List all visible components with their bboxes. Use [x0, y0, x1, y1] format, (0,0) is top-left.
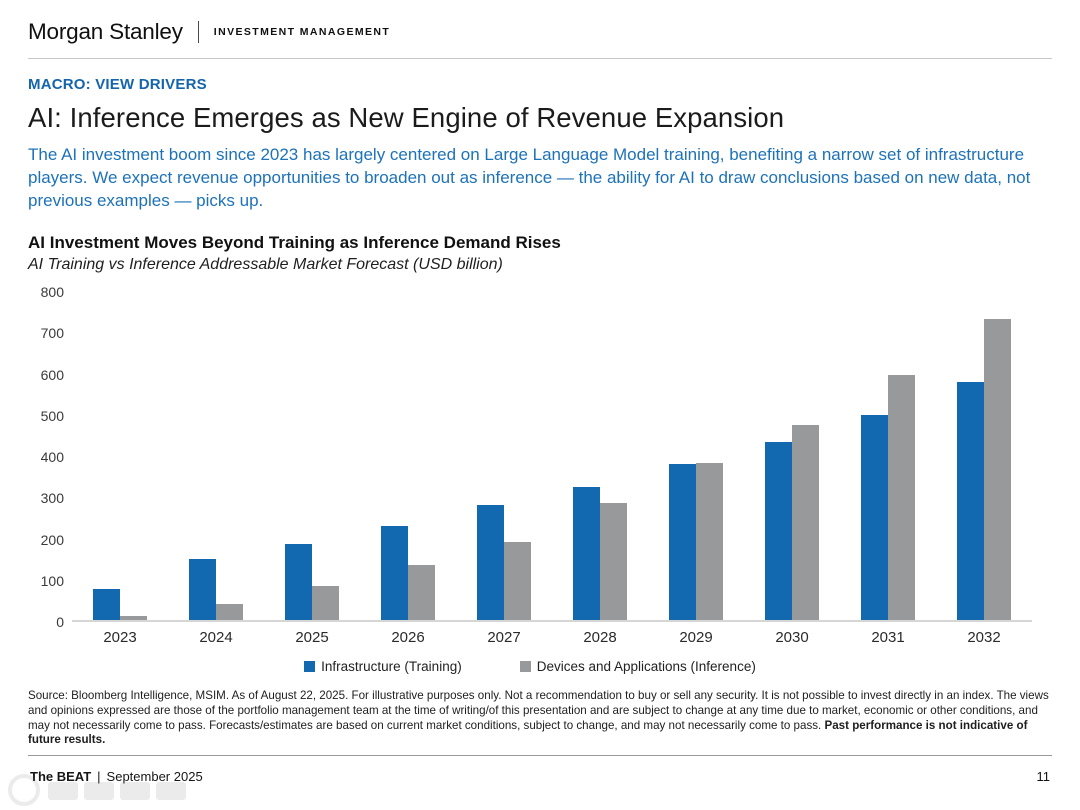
- footer-rule: [28, 755, 1052, 757]
- x-label-2023: 2023: [103, 629, 137, 646]
- bar-training-2024: [189, 558, 216, 620]
- disclaimer: Source: Bloomberg Intelligence, MSIM. As…: [28, 689, 1052, 748]
- bar-group-2027: [477, 292, 531, 620]
- brand-row: Morgan Stanley INVESTMENT MANAGEMENT: [28, 16, 1052, 48]
- bar-training-2031: [861, 415, 888, 620]
- bar-group-2024: [189, 292, 243, 620]
- bar-inference-2029: [696, 462, 723, 620]
- bar-inference-2027: [504, 542, 531, 620]
- legend-item-inference: Devices and Applications (Inference): [519, 659, 756, 674]
- y-tick-0: 0: [56, 614, 64, 630]
- y-tick-500: 500: [40, 407, 64, 424]
- footer: The BEAT | September 2025 11: [28, 756, 1052, 784]
- plot: [72, 292, 1032, 622]
- legend-swatch-training: [304, 661, 316, 672]
- lead-paragraph: The AI investment boom since 2023 has la…: [28, 145, 1031, 210]
- y-axis: 0 100 200 300 400 500 600 700 800: [28, 284, 72, 630]
- bar-inference-2025: [312, 585, 339, 620]
- x-label-2030: 2030: [775, 629, 809, 646]
- y-tick-200: 200: [40, 531, 64, 548]
- legend-item-training: Infrastructure (Training): [304, 659, 462, 674]
- bar-chart: 0 100 200 300 400 500 600 700 800 2023 2024 2025 20…: [28, 284, 1032, 646]
- x-label-2028: 2028: [583, 629, 617, 646]
- bar-inference-2030: [792, 425, 819, 620]
- bar-group-2028: [573, 292, 627, 620]
- bar-training-2027: [477, 505, 504, 620]
- x-label-2025: 2025: [295, 629, 329, 646]
- bar-training-2025: [285, 544, 312, 620]
- bar-training-2023: [93, 589, 120, 620]
- x-label-2029: 2029: [679, 629, 713, 646]
- bar-group-2026: [381, 292, 435, 620]
- bar-training-2029: [669, 464, 696, 620]
- page-number: 11: [1036, 769, 1051, 785]
- bar-inference-2032: [984, 318, 1011, 620]
- bar-training-2032: [957, 382, 984, 620]
- bar-inference-2028: [600, 503, 627, 620]
- x-axis: 2023 2024 2025 2026 2027 2028 2029 2030 2031 2032: [72, 629, 1032, 646]
- legend-label-training: Infrastructure (Training): [321, 659, 462, 674]
- bar-training-2030: [765, 441, 792, 620]
- footer-date: September 2025: [106, 769, 203, 785]
- chart-legend: Infrastructure (Training) Devices and App…: [28, 659, 1032, 674]
- bar-training-2026: [381, 525, 408, 620]
- morgan-stanley-logo: Morgan Stanley: [28, 19, 183, 44]
- bar-group-2032: [957, 292, 1011, 620]
- chart-title: AI Investment Moves Beyond Training as I…: [28, 233, 561, 252]
- bar-group-2023: [93, 292, 147, 620]
- legend-swatch-inference: [519, 661, 531, 672]
- plot-area: 2023 2024 2025 2026 2027 2028 2029 2030 2031 2032: [72, 292, 1032, 646]
- bar-group-2031: [861, 292, 915, 620]
- chart-subtitle: AI Training vs Inference Addressable Mar…: [28, 256, 503, 273]
- legend-label-inference: Devices and Applications (Inference): [536, 659, 756, 674]
- bar-inference-2023: [120, 615, 147, 620]
- bar-group-2025: [285, 292, 339, 620]
- header-rule: [28, 58, 1052, 59]
- y-tick-300: 300: [40, 490, 64, 507]
- header: Morgan Stanley INVESTMENT MANAGEMENT: [28, 16, 1052, 59]
- x-label-2024: 2024: [199, 629, 233, 646]
- bar-group-2030: [765, 292, 819, 620]
- disclaimer-bold-text: Past performance is not indicative of fu…: [28, 718, 1028, 747]
- x-label-2027: 2027: [487, 629, 521, 646]
- x-label-2026: 2026: [391, 629, 425, 646]
- y-tick-400: 400: [40, 449, 64, 465]
- bar-inference-2031: [888, 374, 915, 620]
- page-title: AI: Inference Emerges as New Engine of R…: [28, 102, 785, 133]
- y-tick-700: 700: [40, 325, 64, 342]
- bar-group-2029: [669, 292, 723, 620]
- section-eyebrow: MACRO: VIEW DRIVERS: [28, 76, 207, 93]
- division-label: INVESTMENT MANAGEMENT: [213, 26, 391, 38]
- x-label-2032: 2032: [967, 629, 1001, 646]
- bar-inference-2024: [216, 604, 243, 620]
- footer-separator: |: [97, 769, 101, 785]
- disclaimer-text: Source: Bloomberg Intelligence, MSIM. As…: [28, 689, 1049, 732]
- chart-block: AI Investment Moves Beyond Training as I…: [28, 233, 1052, 674]
- publication-name: The BEAT: [30, 769, 92, 785]
- y-tick-100: 100: [40, 572, 64, 589]
- x-label-2031: 2031: [871, 629, 905, 646]
- logo-divider: [197, 21, 199, 43]
- y-tick-600: 600: [40, 366, 64, 383]
- bar-inference-2026: [408, 564, 435, 620]
- y-tick-800: 800: [40, 284, 64, 300]
- footer-left: The BEAT | September 2025: [30, 769, 203, 784]
- bar-training-2028: [573, 486, 600, 620]
